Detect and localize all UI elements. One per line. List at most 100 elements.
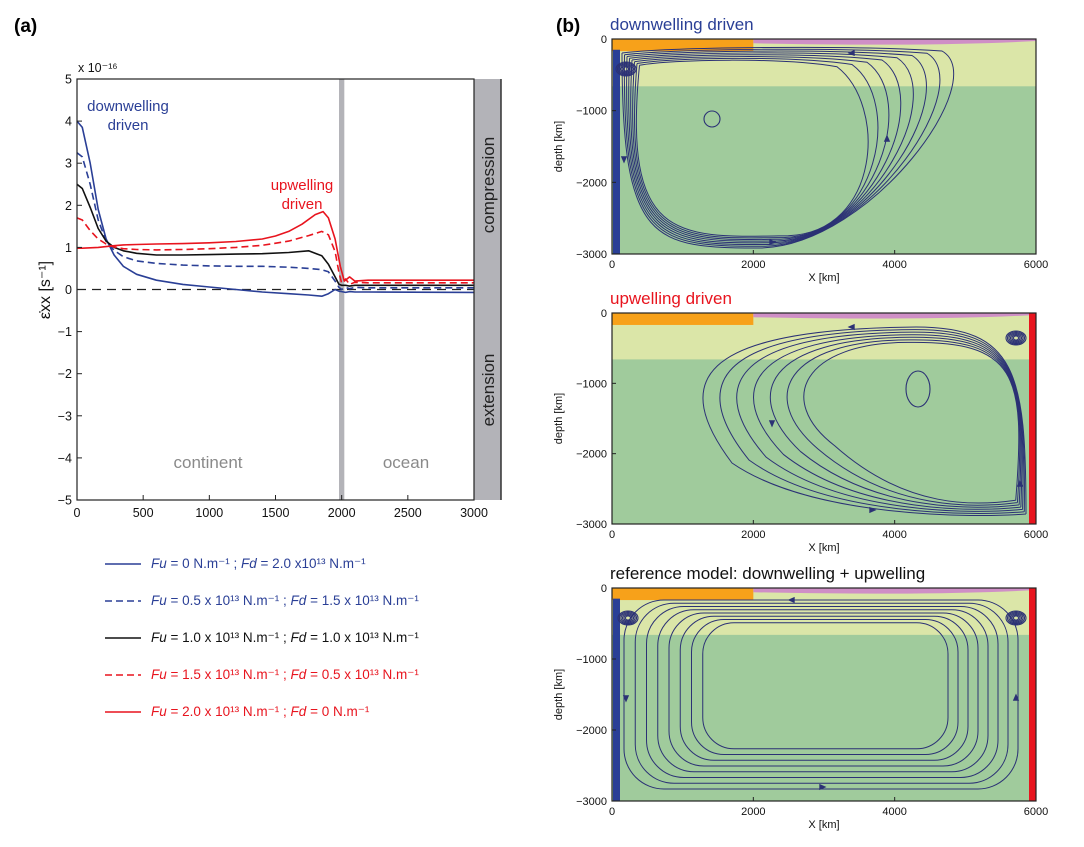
series-line-s4 xyxy=(76,217,474,286)
vortex xyxy=(1012,615,1020,621)
legend-label: Fu = 1.0 x 10¹³ N.m⁻¹ ; Fd = 1.0 x 10¹³ … xyxy=(151,630,419,646)
y-axis-label: depth [km] xyxy=(553,669,565,720)
streamline-panel-b3: reference model: downwelling + upwelling… xyxy=(553,564,1048,831)
series-line-s3 xyxy=(76,183,474,287)
x-tick-label: 2500 xyxy=(394,506,422,520)
x-axis-label: X [km] xyxy=(808,542,839,554)
panel-frame xyxy=(611,312,1037,525)
downwelling-bar xyxy=(613,49,620,254)
legend-fu-symbol: Fu xyxy=(151,556,167,571)
legend-fu-symbol: Fu xyxy=(151,704,167,719)
y-tick-label: −3000 xyxy=(576,249,607,261)
y-tick-label: −4 xyxy=(58,451,72,465)
legend-swatch xyxy=(105,600,141,602)
streamline xyxy=(657,609,989,773)
x-tick-label: 4000 xyxy=(882,806,906,818)
x-tick-label: 1500 xyxy=(262,506,290,520)
x-tick-label: 2000 xyxy=(741,529,765,541)
legend-fd-symbol: Fd xyxy=(241,556,257,571)
streamline xyxy=(702,326,1027,517)
legend-fu-value: = 0.5 x 10¹³ N.m⁻¹ ; xyxy=(166,593,291,608)
streamline xyxy=(770,336,1022,508)
panel-frame xyxy=(611,38,1037,255)
legend-swatch xyxy=(105,674,141,676)
x-tick-label: 0 xyxy=(74,506,81,520)
legend-fd-value: = 1.0 x 10¹³ N.m⁻¹ xyxy=(306,630,419,645)
vortex xyxy=(1011,614,1021,622)
x-tick-label: 0 xyxy=(609,529,615,541)
y-axis-label: ε̇xx [s⁻¹] xyxy=(37,261,54,319)
x-tick-label: 6000 xyxy=(1024,806,1048,818)
x-tick-label: 1000 xyxy=(195,506,223,520)
vortex xyxy=(1005,330,1027,346)
vortex xyxy=(618,63,634,75)
stream-arrow xyxy=(819,783,827,791)
x-axis-label: X [km] xyxy=(808,272,839,284)
legend-fd-value: = 2.0 x10¹³ N.m⁻¹ xyxy=(256,556,366,571)
vortex xyxy=(618,611,638,625)
x-axis-label: X [km] xyxy=(808,819,839,831)
y-tick-label: 2 xyxy=(65,199,72,213)
ocean-crust xyxy=(753,313,1036,319)
x-tick-label: 3000 xyxy=(460,506,488,520)
y-tick-label: −2000 xyxy=(576,177,607,189)
legend-swatch xyxy=(105,637,141,639)
stream-arrow xyxy=(787,596,795,604)
legend-fu-symbol: Fu xyxy=(151,667,167,682)
vortex xyxy=(1005,610,1027,626)
y-tick-label: 0 xyxy=(601,308,607,320)
eddy xyxy=(905,370,931,408)
legend-swatch xyxy=(105,711,141,713)
legend-label: Fu = 1.5 x 10¹³ N.m⁻¹ ; Fd = 0.5 x 10¹³ … xyxy=(151,667,419,683)
continent-crust xyxy=(612,588,754,601)
y-tick-label: −1000 xyxy=(576,106,607,118)
y-tick-label: −3 xyxy=(58,409,72,423)
legend-label: Fu = 0 N.m⁻¹ ; Fd = 2.0 x10¹³ N.m⁻¹ xyxy=(151,556,366,572)
vortex xyxy=(617,610,639,626)
legend-fu-value: = 0 N.m⁻¹ ; xyxy=(166,556,242,571)
panel-title: reference model: downwelling + upwelling xyxy=(610,564,925,583)
stream-arrow xyxy=(847,49,855,57)
y-tick-label: −3000 xyxy=(576,519,607,531)
x-tick-label: 2000 xyxy=(741,259,765,271)
y-tick-label: 5 xyxy=(65,73,72,87)
x-tick-label: 2000 xyxy=(741,806,765,818)
downwelling-bar xyxy=(613,598,620,801)
x-tick-label: 0 xyxy=(609,259,615,271)
ocean-crust xyxy=(753,588,1036,594)
vortex xyxy=(1009,613,1023,623)
streamline xyxy=(753,334,1023,510)
upwelling-bar xyxy=(1029,588,1036,801)
streamline xyxy=(632,56,890,241)
streamline xyxy=(626,50,927,246)
panel-a-label: (a) xyxy=(14,16,38,37)
y-tick-label: −2 xyxy=(58,367,72,381)
vortex xyxy=(624,615,632,621)
legend-row-s3: Fu = 1.0 x 10¹³ N.m⁻¹ ; Fd = 1.0 x 10¹³ … xyxy=(105,628,419,648)
legend-label: Fu = 2.0 x 10¹³ N.m⁻¹ ; Fd = 0 N.m⁻¹ xyxy=(151,704,369,720)
panel-title: downwelling driven xyxy=(610,15,754,34)
stream-arrow xyxy=(1012,693,1020,701)
x-tick-label: 500 xyxy=(133,506,154,520)
legend-fd-symbol: Fd xyxy=(290,593,307,608)
stream-arrow xyxy=(1016,479,1024,487)
stream-arrow xyxy=(847,323,855,331)
stream-arrow xyxy=(883,134,891,142)
legend-fu-value: = 2.0 x 10¹³ N.m⁻¹ ; xyxy=(166,704,291,719)
legend-fd-symbol: Fd xyxy=(290,704,307,719)
stream-arrow xyxy=(869,506,877,514)
streamline xyxy=(634,602,1009,784)
streamline xyxy=(668,612,979,767)
streamline xyxy=(786,339,1021,506)
y-tick-label: −2000 xyxy=(576,725,607,737)
stress-band xyxy=(474,79,501,500)
vortex xyxy=(1008,612,1024,624)
y-tick-label: 0 xyxy=(601,583,607,595)
legend-fu-symbol: Fu xyxy=(151,630,167,645)
x-tick-label: 2000 xyxy=(328,506,356,520)
ocean-label: ocean xyxy=(383,453,429,472)
stream-arrow xyxy=(620,156,628,164)
x-tick-label: 4000 xyxy=(882,259,906,271)
